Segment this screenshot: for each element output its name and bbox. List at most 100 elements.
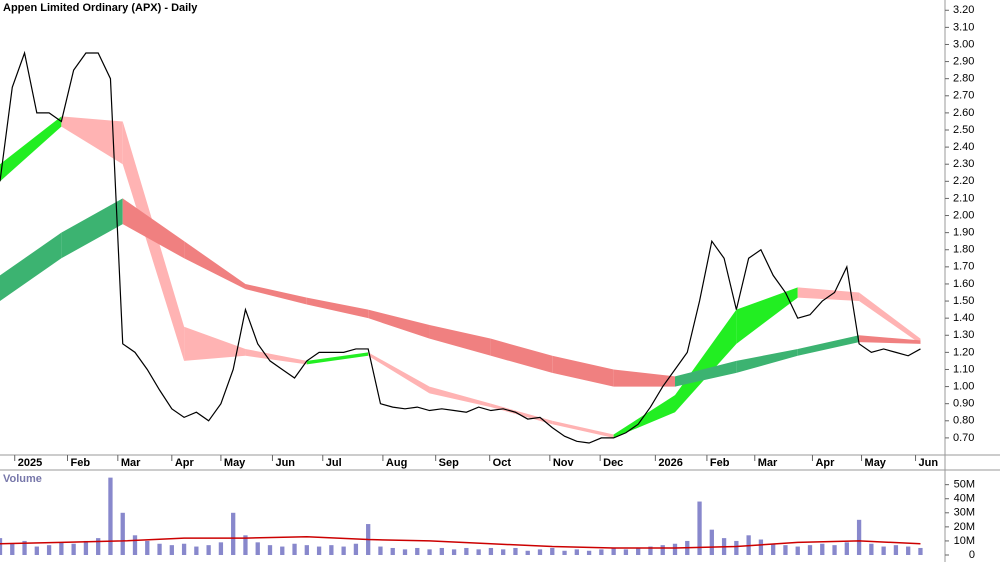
x-tick-label: May	[865, 457, 887, 469]
y-tick-label: 1.40	[953, 312, 974, 324]
volume-bar	[145, 540, 150, 555]
volume-bar	[280, 546, 285, 555]
volume-bar	[807, 545, 813, 555]
volume-bar	[501, 549, 506, 555]
ma-band	[245, 348, 307, 365]
x-tick-label: Mar	[121, 457, 141, 469]
x-tick-label: Aug	[386, 457, 407, 469]
y-tick-label: 2.40	[953, 141, 974, 153]
ma-band	[736, 348, 798, 373]
ma-band	[61, 198, 123, 259]
volume-bar	[96, 538, 101, 555]
volume-bar	[881, 546, 886, 555]
volume-bar	[869, 543, 874, 555]
volume-bar	[476, 549, 481, 555]
volume-bar	[329, 545, 334, 555]
volume-bar	[194, 546, 199, 555]
y-tick-label: 1.90	[953, 227, 974, 239]
volume-bar	[795, 546, 800, 555]
volume-bar	[108, 477, 113, 555]
y-tick-label: 1.00	[953, 380, 974, 392]
y-tick-label: 1.50	[953, 295, 974, 307]
ma-band	[552, 355, 614, 387]
volume-bar	[623, 549, 629, 555]
volume-bar	[844, 542, 849, 555]
volume-bar	[10, 543, 15, 555]
y-tick-label: 2.00	[953, 209, 974, 221]
volume-bar	[0, 538, 3, 555]
y-tick-label: 1.20	[953, 346, 974, 358]
y-tick-label: 2.50	[953, 124, 974, 136]
ma-band	[429, 325, 491, 356]
volume-bar	[402, 549, 408, 555]
y-tick-label: 0.90	[953, 398, 974, 410]
ma-band	[184, 241, 246, 290]
price-line	[0, 50, 921, 444]
volume-bar	[758, 539, 764, 555]
volume-bar	[304, 545, 309, 555]
volume-bar	[415, 547, 420, 555]
volume-bar	[783, 545, 788, 555]
ma-band	[306, 352, 369, 365]
y-tick-label: 2.30	[953, 158, 974, 170]
y-tick-label: 3.20	[953, 4, 974, 16]
volume-bar	[218, 542, 224, 555]
ma-band	[368, 352, 430, 394]
volume-bar	[832, 545, 837, 555]
volume-bar	[390, 547, 395, 555]
volume-bar	[697, 501, 702, 555]
x-tick-label: Apr	[815, 457, 835, 469]
volume-bar	[22, 540, 27, 555]
y-tick-label: 2.60	[953, 107, 974, 119]
x-tick-label: Dec	[603, 457, 623, 469]
y-tick-label: 2.20	[953, 175, 974, 187]
y-tick-label: 10M	[954, 535, 975, 547]
volume-bar	[562, 550, 567, 555]
volume-bar	[611, 547, 616, 555]
volume-bar	[353, 543, 359, 555]
ma-band	[0, 232, 62, 302]
ma-band	[675, 360, 737, 387]
ma-band	[245, 283, 307, 305]
volume-average	[0, 535, 921, 549]
x-tick-label: Jun	[919, 457, 939, 469]
volume-bar	[464, 547, 469, 555]
volume-bar	[341, 546, 346, 555]
volume-bar	[550, 547, 555, 555]
y-tick-label: 40M	[954, 493, 975, 505]
volume-bar	[672, 543, 678, 555]
volume-bar	[46, 545, 52, 555]
volume-bar	[488, 547, 494, 555]
volume-bar	[599, 549, 604, 555]
y-tick-label: 0.80	[953, 415, 974, 427]
y-tick-label: 1.30	[953, 329, 974, 341]
volume-bar	[439, 547, 444, 555]
volume-bar	[169, 545, 174, 555]
ma-band	[552, 420, 614, 438]
volume-title: Volume	[3, 473, 42, 485]
volume-bar	[181, 543, 187, 555]
volume-bar	[636, 547, 641, 555]
volume-bar	[709, 529, 714, 555]
volume-bar	[820, 543, 825, 555]
volume-bar	[574, 549, 579, 555]
y-tick-label: 2.70	[953, 90, 974, 102]
ma-band	[490, 338, 553, 373]
x-tick-label: Mar	[758, 457, 778, 469]
ma-band	[61, 116, 123, 165]
ma-band	[613, 369, 675, 387]
ma-band	[490, 403, 553, 425]
volume-bar	[206, 545, 211, 555]
x-tick-label: Jun	[275, 457, 295, 469]
y-tick-label: 20M	[954, 521, 975, 533]
ma-band	[797, 287, 860, 302]
ma-band	[859, 292, 921, 344]
y-tick-label: 3.10	[953, 21, 974, 33]
y-tick-label: 2.90	[953, 55, 974, 67]
volume-bar	[734, 540, 739, 555]
volume-bar	[513, 547, 518, 555]
y-tick-label: 2.10	[953, 192, 974, 204]
volume-bar	[34, 546, 39, 555]
ma-band	[306, 297, 369, 319]
ma-band	[859, 335, 921, 344]
